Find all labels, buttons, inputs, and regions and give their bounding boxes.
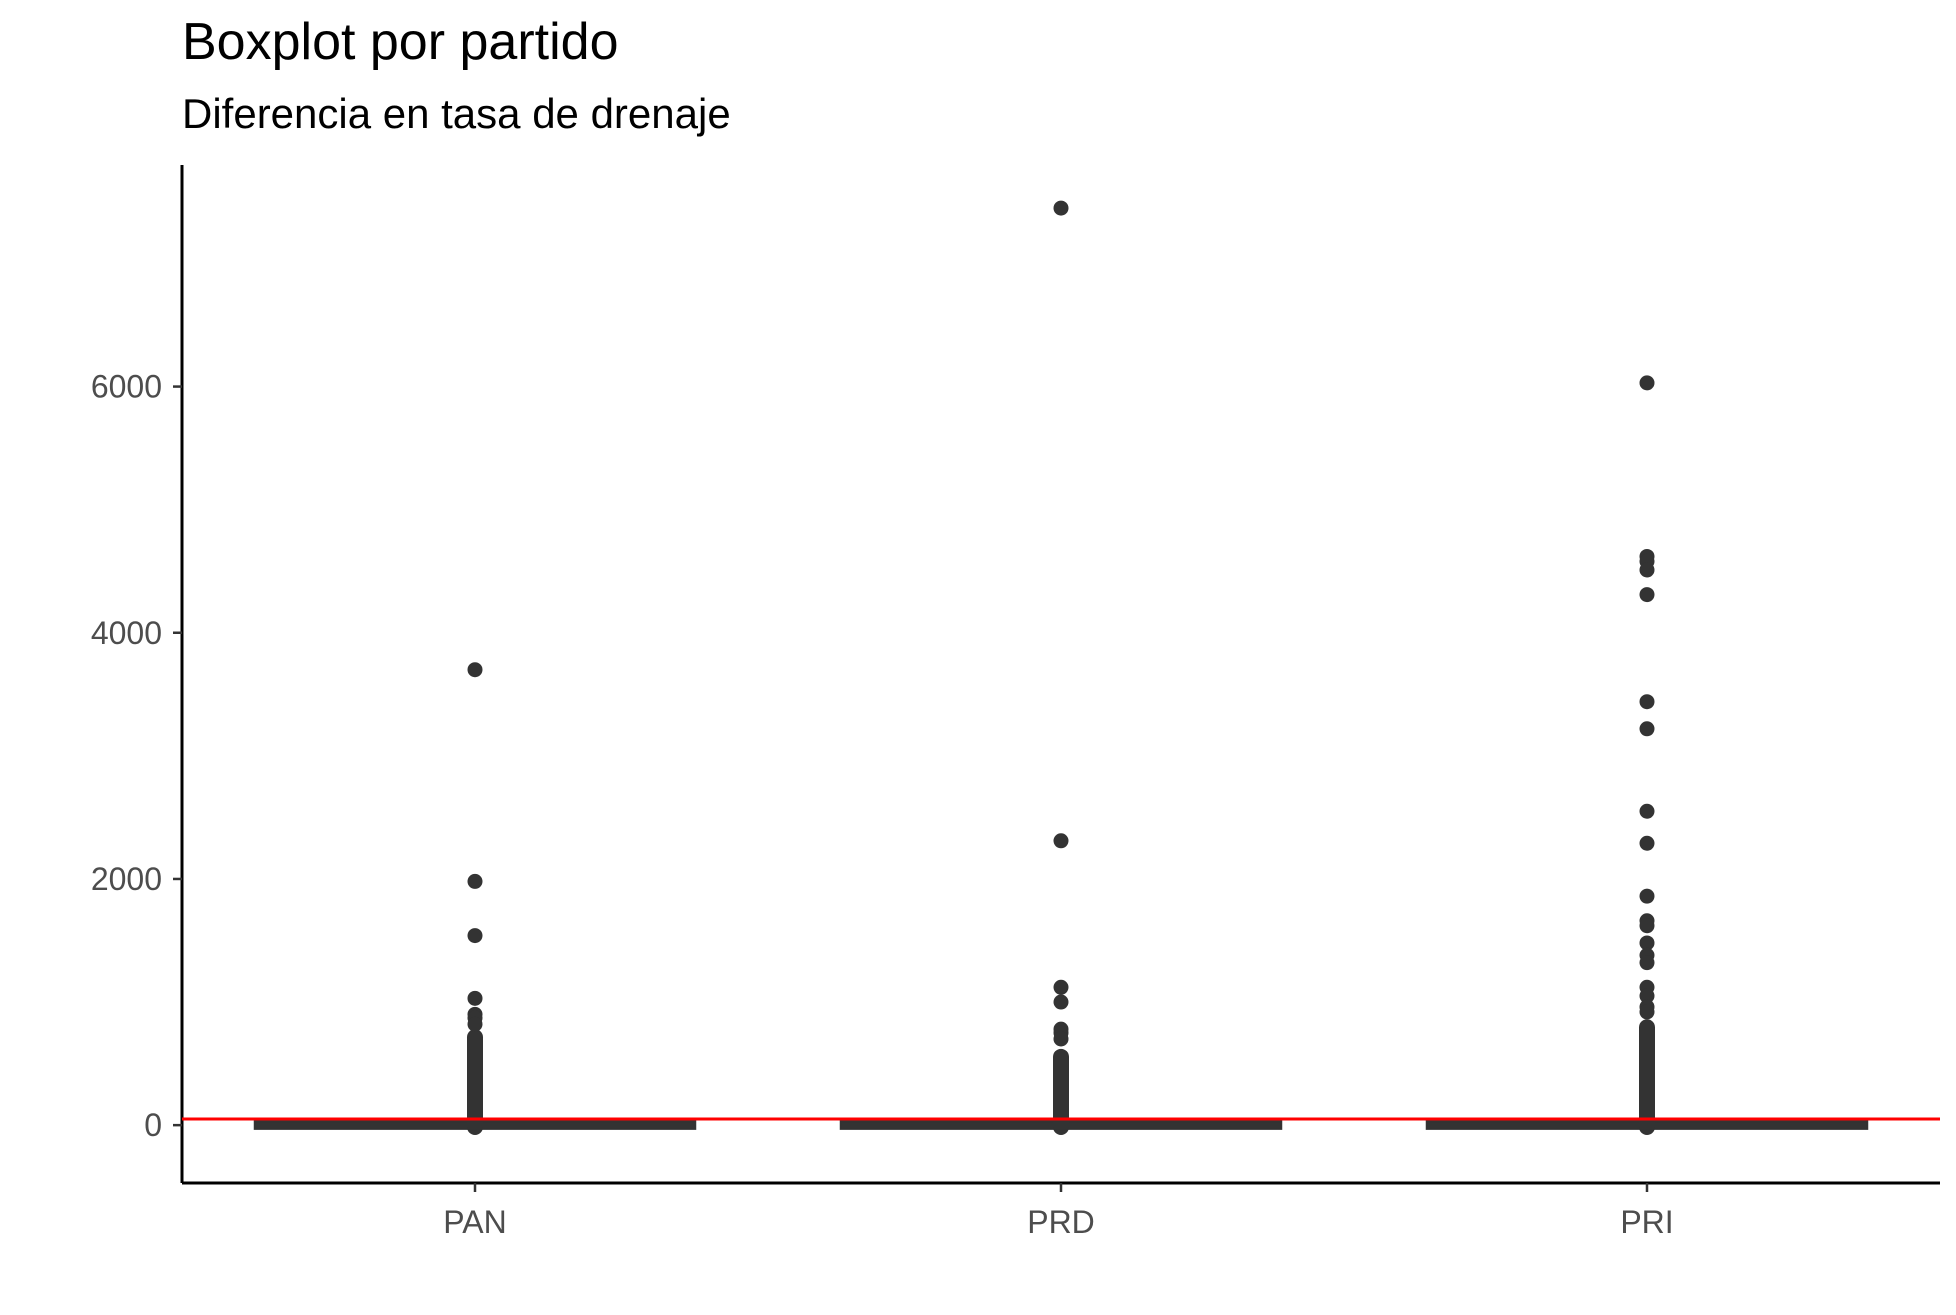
outlier-point [467,1016,483,1032]
outlier-point [1053,200,1069,216]
outlier-point [467,990,483,1006]
outlier-cluster-PRD [1053,1048,1069,1135]
chart-title: Boxplot por partido [182,13,619,71]
tick-labels: 0 2000 4000 6000 PAN PRD PRI [91,369,1674,1240]
outlier-point [467,873,483,889]
outlier-point [1639,835,1655,851]
outlier-point [1639,935,1655,951]
outlier-point [467,662,483,678]
outlier-point [1639,888,1655,904]
x-tick-label: PRI [1620,1204,1673,1240]
x-tick-label: PAN [443,1204,506,1240]
outlier-point [1639,562,1655,578]
outlier-point [1639,955,1655,971]
outlier-points [467,200,1655,1135]
chart-subtitle: Diferencia en tasa de drenaje [182,90,731,137]
outlier-point [1639,375,1655,391]
outlier-point [467,928,483,944]
outlier-point [1053,833,1069,849]
outlier-cluster-PAN [467,1029,483,1135]
y-tick-label: 2000 [91,861,162,897]
outlier-point [1639,694,1655,710]
y-tick-label: 4000 [91,615,162,651]
y-tick-label: 0 [144,1107,162,1143]
outlier-point [1053,994,1069,1010]
outlier-point [1639,918,1655,934]
outlier-point [1053,1031,1069,1047]
outlier-point [1639,803,1655,819]
outlier-point [1053,979,1069,995]
outlier-point [1639,721,1655,737]
outlier-point [1639,1004,1655,1020]
outlier-point [1639,587,1655,603]
axes [173,165,1940,1192]
outlier-cluster-PRI [1639,1019,1655,1135]
y-tick-label: 6000 [91,369,162,405]
x-tick-label: PRD [1027,1204,1095,1240]
outlier-point [1639,988,1655,1004]
